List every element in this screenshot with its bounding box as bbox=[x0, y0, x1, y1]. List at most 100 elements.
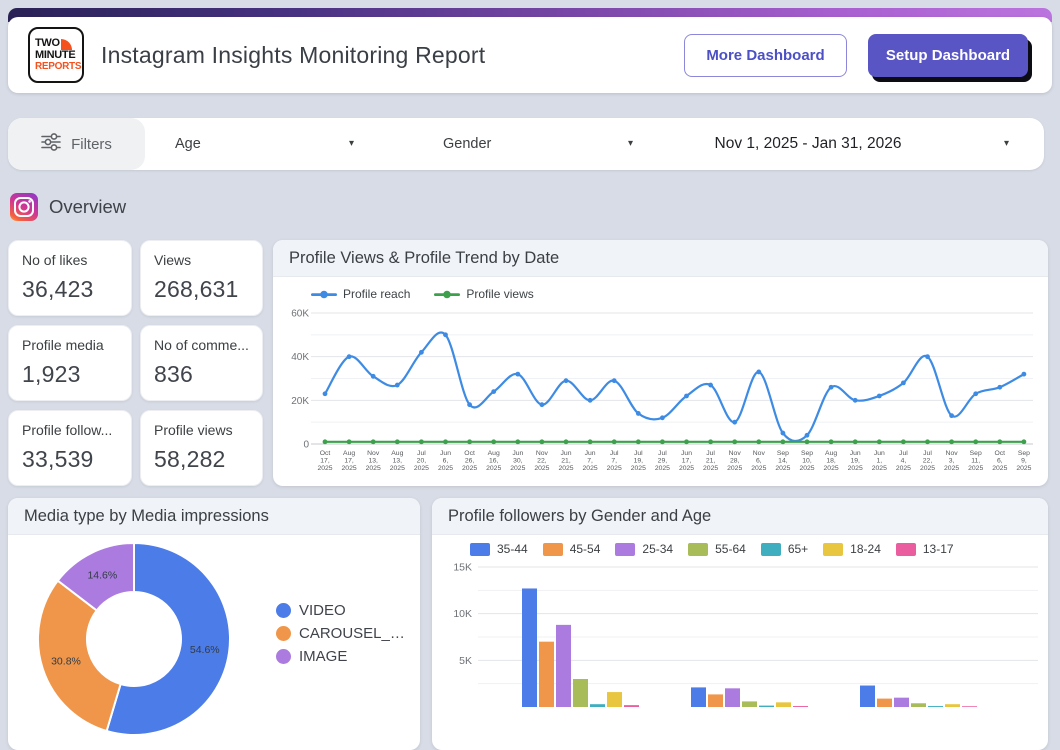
kpi-card-likes: No of likes 36,423 bbox=[8, 240, 132, 316]
more-dashboard-button[interactable]: More Dashboard bbox=[684, 33, 847, 77]
svg-text:14.6%: 14.6% bbox=[87, 569, 117, 581]
svg-text:54.6%: 54.6% bbox=[190, 644, 220, 656]
svg-text:5K: 5K bbox=[459, 655, 472, 667]
legend-item: 13-17 bbox=[895, 542, 954, 556]
kpi-value: 33,539 bbox=[22, 446, 94, 472]
bar-chart-legend: 35-44 45-54 25-34 55-64 65+ 18-24 13-17 bbox=[470, 542, 954, 556]
bar-chart: 5K 10K 15K bbox=[453, 562, 1038, 707]
line-chart-title: Profile Views & Profile Trend by Date bbox=[273, 240, 1048, 277]
gender-filter[interactable]: Gender bbox=[443, 136, 492, 152]
legend-item: 35-44 bbox=[470, 542, 528, 556]
instagram-icon bbox=[10, 193, 38, 221]
legend-item: 55-64 bbox=[688, 542, 746, 556]
legend-item: 65+ bbox=[760, 542, 808, 556]
date-range-filter[interactable]: Nov 1, 2025 - Jan 31, 2026 bbox=[714, 135, 902, 152]
svg-text:10K: 10K bbox=[453, 608, 472, 620]
donut-chart: 54.6% 30.8% 14.6% bbox=[37, 541, 231, 736]
dashboard-page: { "header": { "logo": {"line1": "TWO", "… bbox=[8, 8, 1052, 750]
age-dropdown-caret-icon[interactable]: ▾ bbox=[349, 138, 355, 149]
donut-chart-card: Media type by Media impressions 54.6% 30.… bbox=[8, 498, 420, 750]
logo-quarter-circle-icon bbox=[60, 38, 72, 50]
overview-section-header: Overview bbox=[10, 192, 126, 222]
filters-label: Filters bbox=[71, 135, 112, 153]
legend-item: IMAGE bbox=[276, 645, 405, 668]
logo-text: TWO bbox=[35, 36, 60, 49]
line-chart-card: Profile Views & Profile Trend by Date 0 2… bbox=[273, 240, 1048, 486]
kpi-card-profile-followers: Profile follow... 33,539 bbox=[8, 410, 132, 486]
svg-text:40K: 40K bbox=[291, 352, 309, 363]
setup-dashboard-button[interactable]: Setup Dashboard bbox=[868, 33, 1028, 77]
filters-toggle[interactable]: Filters bbox=[8, 118, 145, 170]
line-chart: 0 20K 40K 60K Oct 17, 2025 Aug 17, 2025 Nov 13, 2025… bbox=[291, 309, 1033, 472]
kpi-value: 836 bbox=[154, 361, 193, 387]
kpi-label: No of likes bbox=[22, 252, 88, 268]
date-dropdown-caret-icon[interactable]: ▾ bbox=[1004, 138, 1010, 149]
legend-item: Profile reach bbox=[311, 287, 410, 301]
gender-dropdown-caret-icon[interactable]: ▾ bbox=[628, 138, 634, 149]
kpi-label: No of comme... bbox=[154, 337, 249, 353]
svg-text:0: 0 bbox=[303, 440, 309, 451]
legend-item: 25-34 bbox=[615, 542, 673, 556]
svg-text:30.8%: 30.8% bbox=[51, 656, 81, 668]
svg-text:15K: 15K bbox=[453, 562, 472, 574]
kpi-value: 268,631 bbox=[154, 276, 239, 302]
age-filter[interactable]: Age bbox=[175, 136, 201, 152]
legend-item: 45-54 bbox=[542, 542, 600, 556]
legend-item: Profile views bbox=[434, 287, 534, 301]
legend-item: 18-24 bbox=[823, 542, 881, 556]
page-title: Instagram Insights Monitoring Report bbox=[101, 41, 486, 68]
overview-title: Overview bbox=[49, 196, 127, 217]
kpi-card-profile-views: Profile views 58,282 bbox=[140, 410, 263, 486]
kpi-grid: No of likes 36,423 Views 268,631 Profile… bbox=[8, 240, 264, 486]
line-chart-legend: Profile reach Profile views bbox=[311, 287, 534, 301]
filters-icon bbox=[41, 133, 61, 155]
bar-chart-title: Profile followers by Gender and Age bbox=[432, 498, 1048, 535]
kpi-card-comments: No of comme... 836 bbox=[140, 325, 263, 401]
svg-text:20K: 20K bbox=[291, 396, 309, 407]
filters-bar: Filters Age ▾ Gender ▾ Nov 1, 2025 - Jan… bbox=[8, 118, 1044, 170]
kpi-label: Profile media bbox=[22, 337, 104, 353]
kpi-card-views: Views 268,631 bbox=[140, 240, 263, 316]
legend-item: VIDEO bbox=[276, 599, 405, 622]
donut-chart-legend: VIDEO CAROUSEL_… IMAGE bbox=[276, 599, 405, 668]
two-minute-reports-logo: TWO MINUTE REPORTS bbox=[28, 27, 84, 83]
kpi-value: 58,282 bbox=[154, 446, 226, 472]
kpi-value: 1,923 bbox=[22, 361, 81, 387]
legend-item: CAROUSEL_… bbox=[276, 622, 405, 645]
kpi-label: Profile views bbox=[154, 422, 233, 438]
bar-chart-card: Profile followers by Gender and Age 5K 10… bbox=[432, 498, 1048, 750]
kpi-value: 36,423 bbox=[22, 276, 94, 302]
kpi-label: Profile follow... bbox=[22, 422, 113, 438]
donut-chart-title: Media type by Media impressions bbox=[8, 498, 420, 535]
header: TWO MINUTE REPORTS Instagram Insights Mo… bbox=[8, 17, 1052, 93]
svg-text:60K: 60K bbox=[291, 309, 309, 320]
